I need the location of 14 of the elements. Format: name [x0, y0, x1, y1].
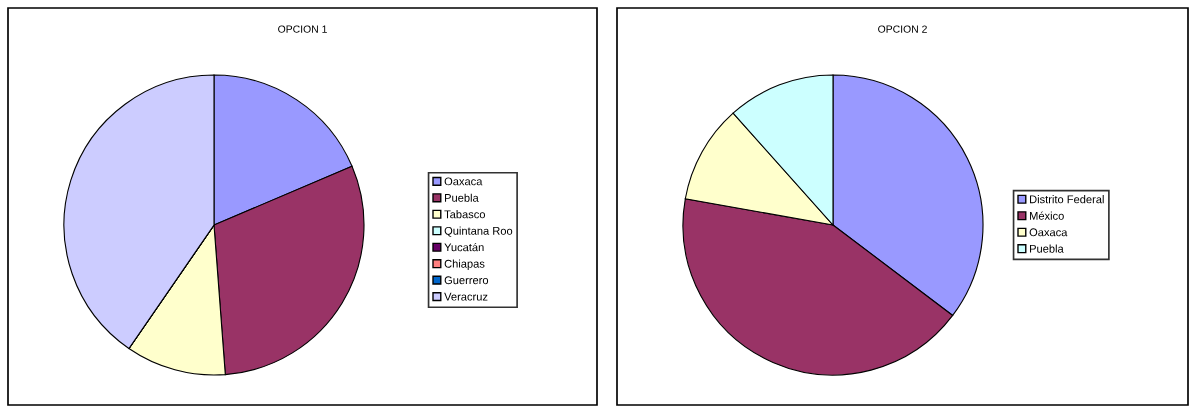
legend-label: Tabasco [444, 210, 486, 219]
chart-title: OPCION 1 [278, 25, 327, 33]
chart-title: OPCION 2 [878, 25, 927, 33]
legend-label: Yucatán [444, 242, 484, 252]
legend-label: México [1030, 211, 1064, 220]
legend-label: Quintana Roo [444, 226, 513, 237]
legend-label: Chiapas [444, 259, 485, 270]
legend-label: Puebla [1030, 244, 1064, 253]
legend-label: Guerrero [444, 276, 489, 285]
legend-label: Puebla [445, 193, 479, 202]
legend-label: Oaxaca [444, 177, 483, 186]
legend-label: Distrito Federal [1030, 195, 1104, 204]
legend-label: Veracruz [444, 292, 488, 301]
legend-label: Oaxaca [1029, 228, 1068, 237]
